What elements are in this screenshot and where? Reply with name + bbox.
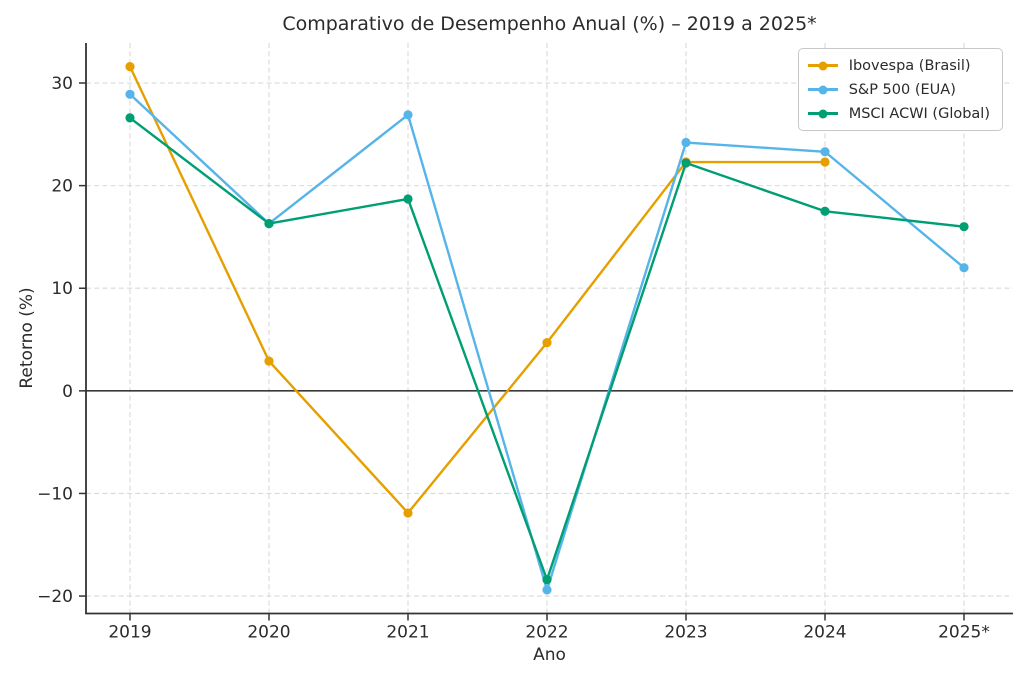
data-point [681,158,691,168]
y-tick-label: 10 [51,279,73,299]
data-point [403,110,413,120]
data-point [820,147,830,157]
data-point [403,508,413,518]
dot-icon [818,61,828,70]
x-axis-label: Ano [533,645,566,665]
y-tick-label: −20 [37,587,73,607]
legend-label: Ibovespa (Brasil) [848,57,971,74]
x-tick-label: 2025* [938,623,990,643]
series-line [128,65,827,515]
chart-legend: Ibovespa (Brasil) S&P 500 (EUA) MSCI ACW… [797,48,1003,131]
legend-label: MSCI ACWI (Global) [848,105,990,122]
data-point [125,113,135,123]
y-tick-label: 0 [62,382,73,402]
legend-item-msci: MSCI ACWI (Global) [807,104,990,123]
line-marker-icon [807,85,838,94]
y-axis-label: Retorno (%) [17,287,37,389]
data-point [542,338,552,348]
legend-label: S&P 500 (EUA) [848,81,956,98]
y-tick-label: −10 [37,484,73,504]
dot-icon [818,85,828,94]
y-tick-label: 20 [51,177,73,197]
data-point [125,61,135,72]
data-point [264,356,274,366]
chart-title: Comparativo de Desempenho Anual (%) – 20… [282,13,817,35]
dot-icon [818,109,828,118]
data-point [959,222,969,232]
data-point [264,218,274,229]
data-point [542,575,552,585]
line-marker-icon [807,61,838,70]
data-point [681,137,691,148]
data-point [959,263,969,273]
legend-item-sp500: S&P 500 (EUA) [807,80,990,99]
legend-item-ibovespa: Ibovespa (Brasil) [807,56,990,75]
line-marker-icon [807,109,838,118]
data-point [820,157,830,167]
x-tick-label: 2024 [803,623,846,643]
data-point [403,194,413,204]
data-point [125,89,135,99]
x-tick-label: 2023 [664,623,707,643]
x-tick-label: 2022 [525,623,568,643]
y-tick-label: 30 [51,74,73,94]
x-tick-label: 2021 [386,623,429,643]
data-point [542,585,552,595]
x-tick-label: 2020 [247,623,290,643]
x-tick-label: 2019 [108,623,151,643]
data-point [820,206,830,216]
